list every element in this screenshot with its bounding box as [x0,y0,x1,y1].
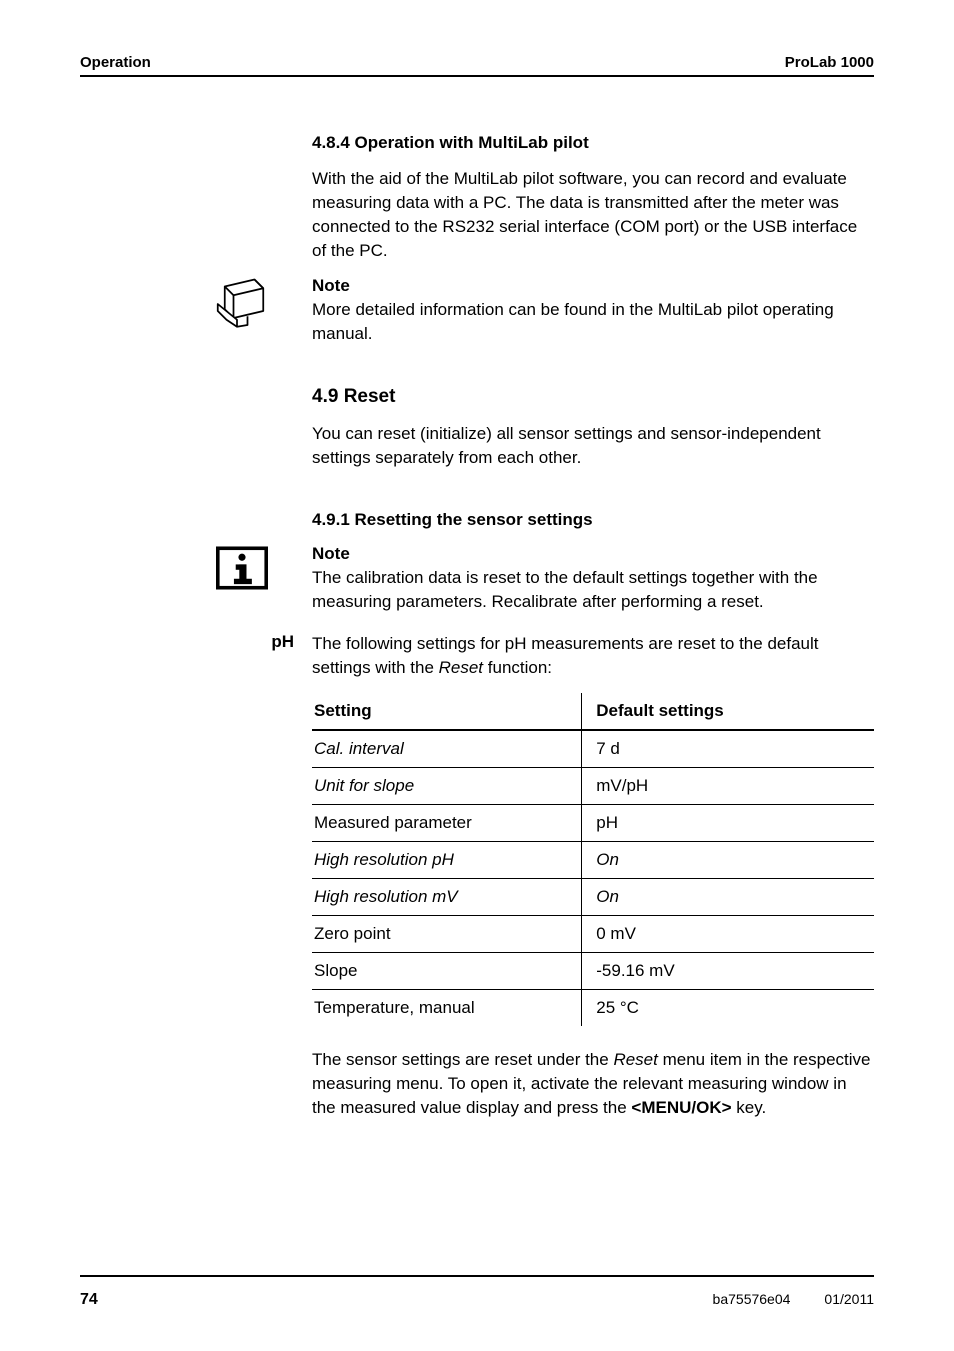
table-row: Measured parameterpH [312,804,874,841]
note-491: Note The calibration data is reset to th… [312,544,874,614]
note-label-484: Note [312,276,874,296]
ph-intro-reset: Reset [439,658,483,677]
table-row: Unit for slopemV/pH [312,767,874,804]
running-header: Operation ProLab 1000 [80,54,874,71]
section-49: 4.9 Reset You can reset (initialize) all… [312,386,874,470]
table-row: Cal. interval7 d [312,730,874,768]
info-icon [216,546,268,590]
ph-intro-row: pH The following settings for pH measure… [312,632,874,680]
table-row: High resolution mVOn [312,878,874,915]
note-label-491: Note [312,544,874,564]
table-row: Temperature, manual25 °C [312,989,874,1026]
section-491: 4.9.1 Resetting the sensor settings Note… [312,510,874,1120]
ph-intro-b: function: [483,658,552,677]
footer-right: ba75576e04 01/2011 [713,1291,874,1309]
heading-484: 4.8.4 Operation with MultiLab pilot [312,133,874,153]
table-cell-value: 0 mV [582,915,874,952]
para-49: You can reset (initialize) all sensor se… [312,422,874,470]
table-cell-key: Slope [312,952,582,989]
table-cell-key: High resolution mV [312,878,582,915]
table-cell-value: -59.16 mV [582,952,874,989]
outro-reset: Reset [613,1050,657,1069]
heading-491: 4.9.1 Resetting the sensor settings [312,510,874,530]
footer-row: 74 ba75576e04 01/2011 [80,1291,874,1309]
content-column: 4.8.4 Operation with MultiLab pilot With… [312,77,874,1120]
table-header-row: Setting Default settings [312,693,874,730]
outro-key: <MENU/OK> [631,1098,731,1117]
ph-outro: The sensor settings are reset under the … [312,1048,874,1120]
heading-49: 4.9 Reset [312,386,874,408]
section-484: 4.8.4 Operation with MultiLab pilot With… [312,133,874,346]
note-484: Note More detailed information can be fo… [312,276,874,346]
ph-intro-a: The following settings for pH measuremen… [312,634,818,677]
footer-date: 01/2011 [824,1291,874,1309]
table-header-default: Default settings [582,693,874,730]
note-body-491: The calibration data is reset to the def… [312,566,874,614]
table-cell-key: High resolution pH [312,841,582,878]
header-left: Operation [80,54,151,71]
table-cell-key: Unit for slope [312,767,582,804]
table-cell-key: Zero point [312,915,582,952]
margin-label-ph: pH [271,632,312,652]
table-cell-key: Cal. interval [312,730,582,768]
outro-c: key. [732,1098,767,1117]
table-cell-key: Temperature, manual [312,989,582,1026]
table-cell-value: On [582,878,874,915]
footer: 74 ba75576e04 01/2011 [80,1275,874,1309]
ph-intro: The following settings for pH measuremen… [312,632,874,680]
para-484: With the aid of the MultiLab pilot softw… [312,167,874,264]
table-row: High resolution pHOn [312,841,874,878]
table-header-setting: Setting [312,693,582,730]
table-cell-value: 25 °C [582,989,874,1026]
outro-a: The sensor settings are reset under the [312,1050,613,1069]
table-body: Cal. interval7 dUnit for slopemV/pHMeasu… [312,730,874,1026]
note-body-484: More detailed information can be found i… [312,298,874,346]
header-right: ProLab 1000 [785,54,874,71]
table-cell-value: 7 d [582,730,874,768]
table-row: Zero point0 mV [312,915,874,952]
settings-table: Setting Default settings Cal. interval7 … [312,693,874,1026]
table-cell-value: On [582,841,874,878]
table-cell-value: mV/pH [582,767,874,804]
footer-code: ba75576e04 [713,1291,791,1309]
table-cell-value: pH [582,804,874,841]
footer-rule [80,1275,874,1277]
table-row: Slope-59.16 mV [312,952,874,989]
table-cell-key: Measured parameter [312,804,582,841]
note-icon [216,276,272,332]
page-number: 74 [80,1291,98,1309]
page: Operation ProLab 1000 4.8.4 Operation wi… [0,0,954,1351]
